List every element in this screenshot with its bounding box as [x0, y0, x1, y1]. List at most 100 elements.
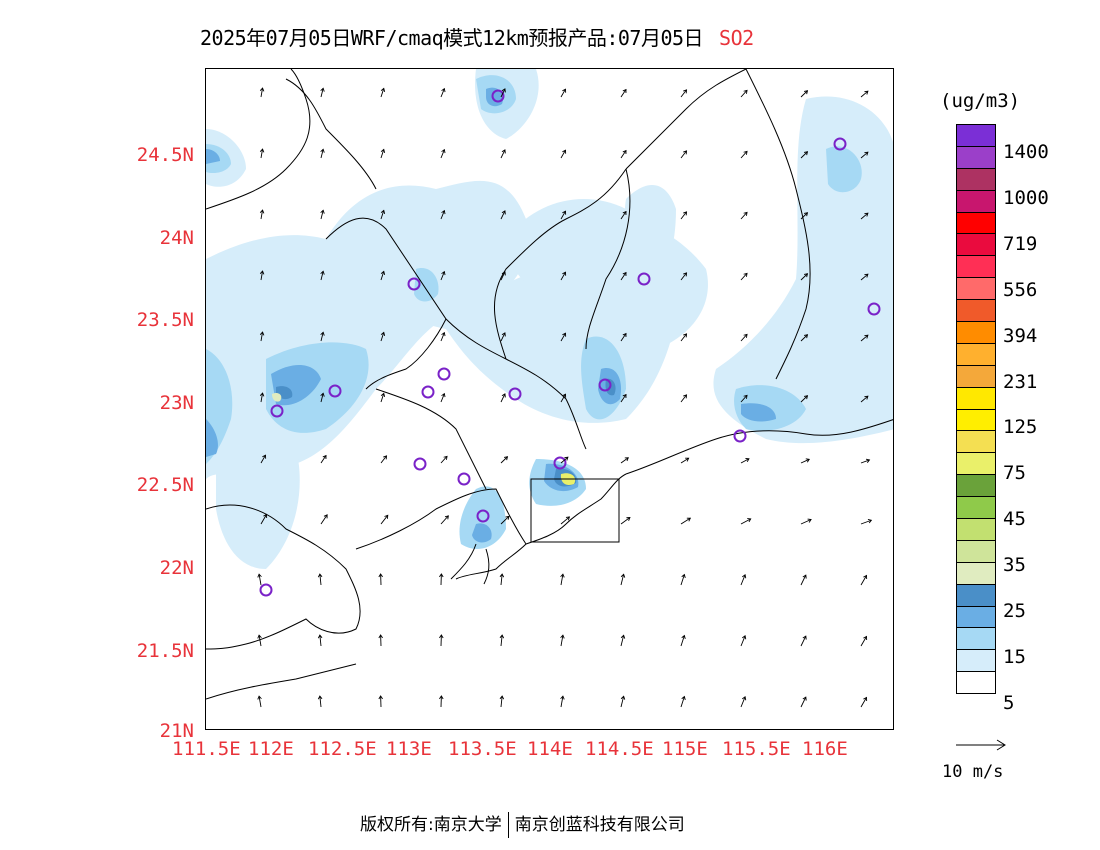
lat-tick-label: 22.5N [136, 474, 194, 496]
wind-arrow-icon [740, 635, 747, 647]
colorbar-cell [956, 211, 996, 235]
wind-arrow-icon [620, 210, 627, 220]
wind-arrow-icon [380, 270, 386, 281]
reference-vector-label: 10 m/s [942, 762, 1004, 782]
station-marker-icon [437, 367, 451, 381]
wind-arrow-icon [500, 149, 506, 159]
colorbar-cell [956, 430, 996, 454]
wind-arrow-icon [440, 270, 446, 281]
footer-separator [507, 812, 509, 838]
title-main: 2025年07月05日WRF/cmaq模式12km预报产品:07月05日 [200, 26, 704, 50]
wind-arrow-icon [620, 88, 627, 98]
wind-arrow-icon [680, 272, 688, 281]
colorbar-cell [956, 386, 996, 410]
wind-arrow-icon [800, 574, 807, 586]
wind-arrow-icon [320, 148, 325, 159]
colorbar-cell [956, 124, 996, 147]
reference-vector-arrow-icon [955, 737, 1009, 756]
wind-arrow-icon [380, 331, 386, 342]
wind-arrow-icon [740, 89, 748, 98]
station-marker-icon [413, 457, 427, 471]
station-marker-icon [491, 89, 505, 103]
colorbar-cell [956, 364, 996, 388]
station-marker-icon [598, 378, 612, 392]
wind-arrow-icon [860, 334, 869, 342]
wind-arrow-icon [680, 573, 686, 586]
wind-arrow-icon [440, 392, 446, 403]
wind-arrow-icon [620, 332, 627, 342]
colorbar-cell [956, 583, 996, 607]
wind-arrow-icon [440, 209, 446, 220]
wind-arrow-icon [499, 695, 505, 708]
wind-arrow-icon [259, 209, 265, 220]
wind-arrow-icon [380, 455, 388, 464]
colorbar-cell [956, 539, 996, 563]
footer-copyright: 版权所有:南京大学 [360, 815, 502, 835]
wind-arrow-icon [380, 514, 389, 525]
wind-arrow-icon [620, 634, 626, 647]
lon-tick-label: 112E [248, 738, 294, 760]
lat-tick-label: 22N [159, 557, 194, 579]
wind-arrow-icon [260, 513, 268, 525]
footer-company: 南京创蓝科技有限公司 [514, 815, 685, 835]
colorbar-cell [956, 277, 996, 301]
colorbar-label: 45 [1003, 508, 1026, 530]
wind-arrow-icon [257, 634, 262, 647]
lat-tick-label: 24N [159, 227, 194, 249]
colorbar-cell [956, 145, 996, 169]
colorbar-unit: (ug/m3) [940, 90, 1021, 112]
colorbar-cell [956, 561, 996, 585]
wind-arrow-icon [320, 270, 325, 281]
wind-arrow-icon [320, 514, 328, 525]
station-marker-icon [637, 272, 651, 286]
wind-arrow-icon [260, 454, 267, 464]
wind-arrow-icon [560, 210, 567, 220]
colorbar-cell [956, 255, 996, 279]
so2-concentration-layer [206, 69, 893, 569]
wind-arrow-icon [500, 515, 510, 525]
colorbar-label: 1000 [1003, 187, 1049, 209]
wind-arrow-icon [620, 393, 627, 403]
wind-arrow-icon [860, 212, 869, 220]
station-marker-icon [407, 277, 421, 291]
lat-tick-label: 23N [159, 392, 194, 414]
colorbar-label: 556 [1003, 279, 1038, 301]
wind-arrow-icon [500, 210, 506, 220]
wind-arrow-icon [800, 696, 807, 708]
station-marker-icon [457, 472, 471, 486]
wind-arrow-icon [560, 271, 567, 281]
wind-arrow-icon [439, 695, 444, 708]
wind-arrow-icon [380, 148, 386, 159]
colorbar-cell [956, 233, 996, 257]
colorbar-label: 231 [1003, 371, 1038, 393]
wind-arrow-icon [380, 392, 386, 403]
wind-arrow-icon [740, 333, 748, 342]
wind-arrow-icon [500, 456, 509, 464]
wind-arrow-icon [560, 149, 567, 159]
footer: 版权所有:南京大学 南京创蓝科技有限公司 [360, 810, 685, 838]
station-marker-icon [508, 387, 522, 401]
station-marker-icon [476, 509, 490, 523]
wind-arrow-icon [740, 574, 747, 586]
colorbar-label: 719 [1003, 233, 1038, 255]
wind-arrow-icon [259, 392, 265, 403]
wind-arrow-icon [560, 88, 567, 98]
wind-arrow-icon [257, 573, 262, 586]
colorbar-cell [956, 496, 996, 520]
station-marker-icon [733, 429, 747, 443]
colorbar-label: 1400 [1003, 141, 1049, 163]
wind-arrow-icon [680, 333, 688, 342]
colorbar-cell [956, 605, 996, 629]
colorbar-label: 125 [1003, 416, 1038, 438]
lon-tick-label: 114.5E [585, 738, 654, 760]
wind-arrow-icon [259, 87, 265, 98]
wind-arrow-icon [860, 458, 871, 464]
wind-arrow-icon [680, 634, 686, 647]
wind-arrow-icon [860, 635, 868, 647]
colorbar-cell [956, 649, 996, 673]
station-marker-icon [421, 385, 435, 399]
title-species: SO2 [719, 26, 754, 50]
wind-arrow-icon [259, 148, 265, 159]
colorbar-cell [956, 452, 996, 476]
wind-arrow-icon [560, 332, 567, 342]
